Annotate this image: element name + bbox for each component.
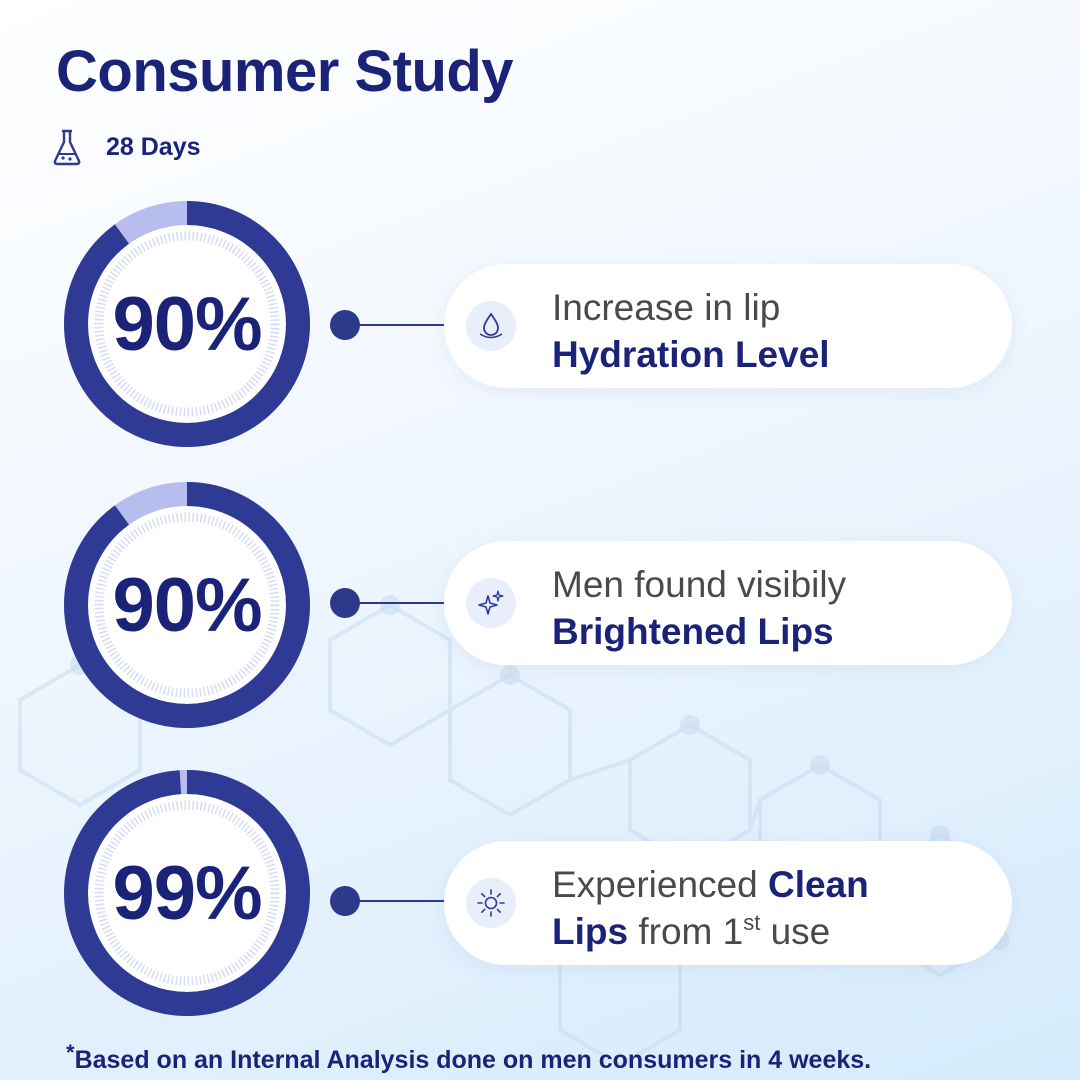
- description-line-2: Brightened Lips: [552, 611, 834, 652]
- connector-line: [358, 900, 458, 902]
- duration-row: 28 Days: [52, 128, 201, 166]
- sparkle-icon: [466, 578, 516, 628]
- page-title: Consumer Study: [56, 39, 514, 104]
- connector-line: [358, 602, 458, 604]
- description-line-1: Experienced Clean: [552, 861, 1002, 908]
- connector-dot: [330, 588, 360, 618]
- stat-ring-hydration: 90%: [64, 201, 310, 447]
- progress-ring: [64, 770, 310, 1016]
- ordinal-suffix: st: [743, 910, 761, 935]
- stat-percentage: 90%: [112, 562, 262, 648]
- description-line-1: Men found visibily: [552, 564, 847, 605]
- description-emphasis: Lips: [552, 911, 629, 952]
- stat-card-clean: Experienced Clean Lips from 1st use: [444, 841, 1012, 965]
- stat-card-hydration: Increase in lip Hydration Level: [444, 264, 1012, 388]
- description-emphasis: Clean: [767, 864, 869, 905]
- water-drop-icon: [466, 301, 516, 351]
- stat-ring-brightened: 90%: [64, 482, 310, 728]
- description-line-1: Increase in lip: [552, 287, 781, 328]
- stat-percentage: 90%: [112, 281, 262, 367]
- stat-description: Men found visibily Brightened Lips: [552, 561, 1002, 655]
- connector-dot: [330, 886, 360, 916]
- description-text: Experienced: [552, 864, 768, 905]
- stat-ring-clean: 99%: [64, 770, 310, 1016]
- stat-card-brightened: Men found visibily Brightened Lips: [444, 541, 1012, 665]
- sun-icon: [466, 878, 516, 928]
- description-text: from 1: [628, 911, 744, 952]
- description-text: use: [760, 911, 831, 952]
- footnote-asterisk: *: [66, 1040, 75, 1065]
- progress-ring: [64, 201, 310, 447]
- stat-description: Experienced Clean Lips from 1st use: [552, 861, 1002, 955]
- footnote: *Based on an Internal Analysis done on m…: [66, 1040, 871, 1075]
- description-line-2: Lips from 1st use: [552, 908, 1002, 955]
- study-duration: 28 Days: [106, 132, 201, 161]
- connector-dot: [330, 310, 360, 340]
- footnote-text: Based on an Internal Analysis done on me…: [74, 1046, 872, 1074]
- stat-description: Increase in lip Hydration Level: [552, 284, 1002, 378]
- flask-icon: [53, 129, 81, 166]
- progress-ring: [64, 482, 310, 728]
- stat-percentage: 99%: [112, 850, 262, 936]
- connector-line: [358, 324, 458, 326]
- description-line-2: Hydration Level: [552, 334, 830, 375]
